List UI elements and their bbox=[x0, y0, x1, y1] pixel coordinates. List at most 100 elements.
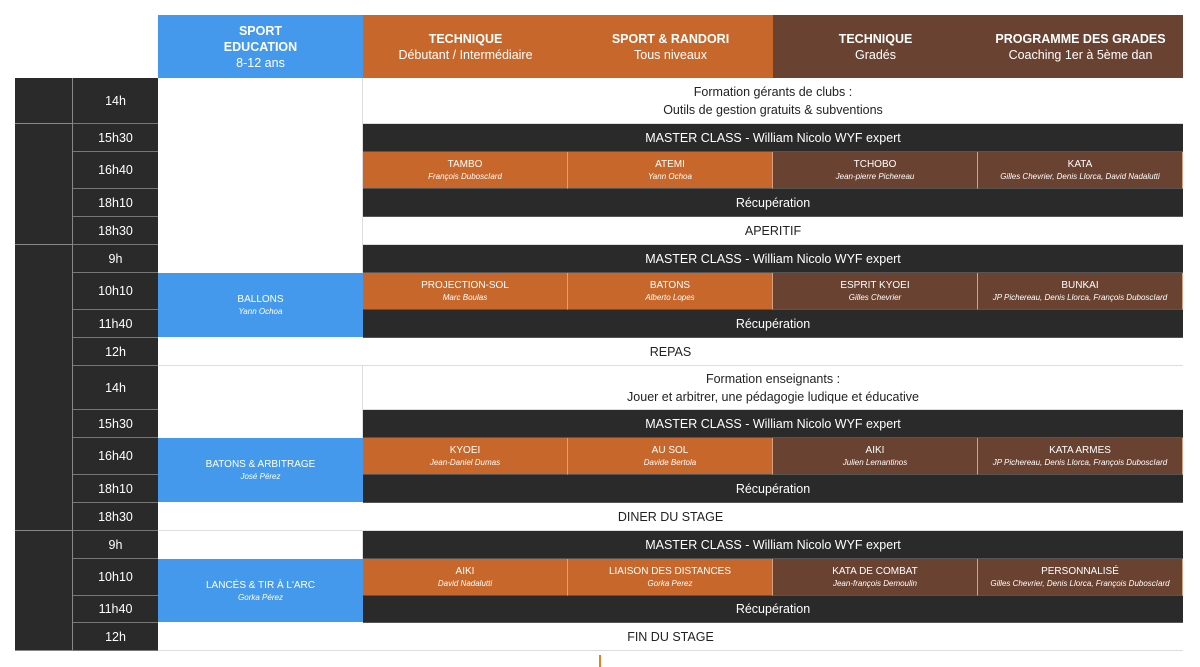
session-cell: TCHOBO Jean-pierre Pichereau bbox=[773, 152, 978, 189]
header-technique-grades: TECHNIQUE Gradés bbox=[773, 15, 978, 78]
master-class-row: MASTER CLASS - William Nicolo WYF expert bbox=[363, 410, 1183, 438]
time-slot: 16h40 bbox=[73, 152, 158, 189]
education-session: BALLONS Yann Ochoa bbox=[158, 273, 363, 338]
session-coach: Alberto Lopes bbox=[645, 293, 695, 302]
time-slot: 11h40 bbox=[73, 596, 158, 623]
time-label: 9h bbox=[108, 251, 123, 266]
time-slot: 15h30 bbox=[73, 410, 158, 438]
row-label: Formation gérants de clubs : bbox=[693, 84, 853, 99]
session-coach: Jean-pierre Pichereau bbox=[835, 172, 915, 181]
diner-row: DINER DU STAGE bbox=[158, 503, 1183, 531]
session-coach: Jean-Daniel Dumas bbox=[429, 458, 501, 467]
session-cell: TAMBO François DuboscIard bbox=[363, 152, 568, 189]
master-class-row: MASTER CLASS - William Nicolo WYF expert bbox=[363, 124, 1183, 152]
row-label: Récupération bbox=[735, 481, 811, 496]
header-sub: Coaching 1er à 5ème dan bbox=[1008, 47, 1153, 62]
session-coach: Gilles Chevrier, Denis Llorca, François … bbox=[990, 579, 1170, 588]
row-label: MASTER CLASS - William Nicolo WYF expert bbox=[645, 416, 901, 431]
fin-row: FIN DU STAGE bbox=[158, 623, 1183, 651]
session-title: TAMBO bbox=[447, 159, 483, 170]
session-title: LANCÉS & TIR À L'ARC bbox=[206, 579, 315, 591]
session-title: PROJECTION-SOL bbox=[421, 280, 509, 291]
session-cell: ESPRIT KYOEI Gilles Chevrier bbox=[773, 273, 978, 310]
session-cell: PERSONNALISÉ Gilles Chevrier, Denis Llorc… bbox=[978, 559, 1183, 596]
time-label: 15h30 bbox=[98, 416, 133, 431]
header-sub: 8-12 ans bbox=[236, 55, 285, 70]
session-cell: KATA DE COMBAT Jean-françois Demoulin bbox=[773, 559, 978, 596]
time-label: 18h30 bbox=[98, 509, 133, 524]
time-slot: 14h bbox=[73, 78, 158, 124]
time-slot: 9h bbox=[73, 245, 158, 273]
session-title: LIAISON DES DISTANCES bbox=[608, 566, 732, 577]
header-title: SPORT & RANDORI bbox=[611, 31, 730, 46]
row-label: DINER DU STAGE bbox=[617, 509, 724, 524]
time-label: 10h10 bbox=[98, 284, 133, 298]
time-slot: 14h bbox=[73, 366, 158, 410]
row-label: REPAS bbox=[649, 344, 692, 359]
time-label: 11h40 bbox=[98, 602, 133, 616]
time-slot: 11h40 bbox=[73, 310, 158, 338]
session-coach: Marc Boulas bbox=[442, 293, 488, 302]
session-title: BATONS bbox=[649, 280, 691, 291]
time-slot: 12h bbox=[73, 338, 158, 366]
session-cell: KYOEI Jean-Daniel Dumas bbox=[363, 438, 568, 475]
session-cell: AIKI David Nadalutti bbox=[363, 559, 568, 596]
header-sport-randori: SPORT & RANDORI Tous niveaux bbox=[568, 15, 773, 78]
time-label: 14h bbox=[105, 380, 126, 395]
session-cell: KATA ARMES JP Pichereau, Denis Llorca, Fr… bbox=[978, 438, 1183, 475]
session-title: AU SOL bbox=[651, 445, 689, 456]
formation-enseignants-row: Formation enseignants : Jouer et arbitre… bbox=[363, 366, 1183, 410]
session-title: KATA DE COMBAT bbox=[832, 566, 918, 577]
time-label: 14h bbox=[105, 93, 126, 108]
session-title: ATEMI bbox=[655, 159, 685, 170]
session-coach: Gilles Chevrier bbox=[848, 293, 902, 302]
time-slot: 15h30 bbox=[73, 124, 158, 152]
time-slot: 12h bbox=[73, 623, 158, 651]
session-cell: BUNKAI JP Pichereau, Denis Llorca, Franço… bbox=[978, 273, 1183, 310]
session-coach: Jean-françois Demoulin bbox=[832, 579, 918, 588]
row-label: MASTER CLASS - William Nicolo WYF expert bbox=[645, 130, 901, 145]
header-sub: Gradés bbox=[855, 47, 896, 62]
day-block bbox=[15, 124, 73, 245]
session-cell: LIAISON DES DISTANCES Gorka Perez bbox=[568, 559, 773, 596]
session-cell: AU SOL Davide Bertola bbox=[568, 438, 773, 475]
education-session: BATONS & ARBITRAGE José Pérez bbox=[158, 438, 363, 503]
master-class-row: MASTER CLASS - William Nicolo WYF expert bbox=[363, 531, 1183, 559]
session-coach: JP Pichereau, Denis Llorca, François Dub… bbox=[992, 293, 1168, 302]
time-slot: 10h10 bbox=[73, 559, 158, 596]
time-label: 18h30 bbox=[98, 223, 133, 238]
row-label: MASTER CLASS - William Nicolo WYF expert bbox=[645, 537, 901, 552]
empty-cell bbox=[158, 366, 363, 438]
row-label: Formation enseignants : bbox=[705, 371, 841, 386]
formation-gerants-row: Formation gérants de clubs : Outils de g… bbox=[363, 78, 1183, 124]
time-slot: 18h10 bbox=[73, 189, 158, 217]
row-label: Récupération bbox=[735, 602, 811, 616]
day-block bbox=[15, 245, 73, 531]
time-slot: 10h10 bbox=[73, 273, 158, 310]
repas-row: REPAS bbox=[158, 338, 1183, 366]
empty-cell bbox=[158, 78, 363, 273]
header-title: SPORT bbox=[238, 23, 283, 38]
session-title: AIKI bbox=[865, 445, 885, 456]
session-title: KYOEI bbox=[449, 445, 481, 456]
row-sublabel: Jouer et arbitrer, une pédagogie ludique… bbox=[627, 389, 919, 404]
session-coach: Gorka Perez bbox=[647, 579, 693, 588]
time-slot: 18h30 bbox=[73, 503, 158, 531]
time-slot: 18h30 bbox=[73, 217, 158, 245]
time-label: 9h bbox=[108, 537, 123, 552]
session-title: AIKI bbox=[455, 566, 475, 577]
row-label: APERITIF bbox=[744, 223, 802, 238]
time-label: 11h40 bbox=[98, 316, 133, 331]
recuperation-row: Récupération bbox=[363, 596, 1183, 623]
schedule-table: SPORT EDUCATION 8-12 ans TECHNIQUE Début… bbox=[15, 15, 1183, 651]
session-coach: Yann Ochoa bbox=[648, 172, 692, 181]
master-class-row: MASTER CLASS - William Nicolo WYF expert bbox=[363, 245, 1183, 273]
session-title: BALLONS bbox=[237, 294, 284, 305]
session-coach: Julien Lemantinos bbox=[842, 458, 908, 467]
recuperation-row: Récupération bbox=[363, 310, 1183, 338]
row-label: MASTER CLASS - William Nicolo WYF expert bbox=[645, 251, 901, 266]
header-sub: Tous niveaux bbox=[634, 47, 707, 62]
day-block bbox=[15, 78, 73, 124]
row-label: Récupération bbox=[735, 195, 811, 210]
session-title: BUNKAI bbox=[1061, 280, 1099, 291]
